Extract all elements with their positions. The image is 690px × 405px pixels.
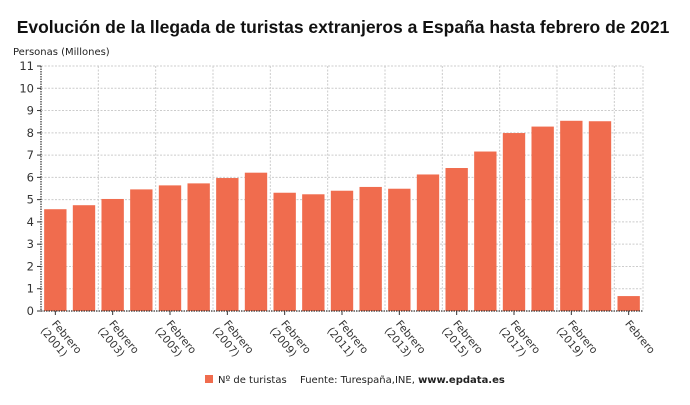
bars — [44, 120, 640, 312]
y-tick-label: 4 — [27, 215, 34, 229]
y-tick-label: 1 — [27, 282, 34, 296]
y-tick-label: 10 — [19, 81, 34, 95]
x-tick-label: Febrero(2007) — [210, 318, 256, 359]
x-tick-label: Febrero — [622, 318, 657, 356]
x-tick-label: Febrero(2001) — [38, 318, 84, 359]
bar — [101, 198, 124, 311]
bar — [502, 133, 526, 311]
y-tick-label: 6 — [27, 170, 34, 184]
bar — [588, 121, 612, 312]
bar — [416, 174, 440, 311]
bar — [445, 168, 468, 311]
source-prefix: Fuente: Turespaña,INE, — [300, 375, 418, 386]
bar — [72, 205, 96, 311]
bar — [44, 209, 67, 311]
x-tick-label-line1: Febrero — [622, 318, 657, 356]
bar — [359, 186, 382, 311]
chart-title: Evolución de la llegada de turistas extr… — [17, 17, 670, 37]
bar — [531, 126, 554, 311]
y-tick-label: 8 — [27, 126, 34, 140]
x-tick-label: Febrero(2013) — [382, 318, 428, 359]
bar — [244, 172, 268, 311]
x-tick-label: Febrero(2017) — [496, 318, 542, 359]
x-tick-label: Febrero(2011) — [324, 318, 370, 359]
axes — [37, 65, 643, 315]
y-tick-label: 2 — [27, 259, 34, 273]
bar — [388, 188, 411, 311]
bar — [330, 190, 354, 311]
x-tick-label: Febrero(2003) — [95, 318, 141, 359]
bar — [158, 185, 182, 311]
y-tick-label: 5 — [27, 193, 34, 207]
bar — [560, 120, 583, 311]
source-text: Fuente: Turespaña,INE, www.epdata.es — [300, 375, 505, 386]
x-tick-labels: Febrero(2001) Febrero(2003) Febrero(2005) F… — [38, 318, 657, 359]
bar — [302, 194, 325, 311]
bar — [617, 296, 640, 311]
legend-swatch — [205, 375, 213, 383]
y-tick-label: 3 — [27, 237, 34, 251]
x-tick-label: Febrero(2005) — [152, 318, 198, 359]
y-tick-label: 0 — [27, 304, 34, 318]
bar — [273, 192, 296, 311]
bar — [130, 189, 153, 311]
bar — [216, 178, 239, 311]
source-site: www.epdata.es — [418, 375, 505, 386]
y-tick-label: 9 — [27, 104, 34, 118]
legend-label: Nº de turistas — [218, 375, 287, 386]
x-tick-label: Febrero(2015) — [439, 318, 485, 359]
y-axis-label: Personas (Millones) — [13, 47, 110, 58]
x-tick-label: Febrero(2019) — [554, 318, 600, 359]
y-tick-labels: 0 1 2 3 4 5 6 7 8 9 10 11 — [19, 59, 34, 318]
y-tick-label: 11 — [19, 59, 34, 73]
bar — [474, 151, 497, 311]
bar — [187, 183, 210, 311]
legend: Nº de turistas Fuente: Turespaña,INE, ww… — [205, 375, 505, 386]
x-tick-label: Febrero(2009) — [267, 318, 313, 359]
y-tick-label: 7 — [27, 148, 34, 162]
